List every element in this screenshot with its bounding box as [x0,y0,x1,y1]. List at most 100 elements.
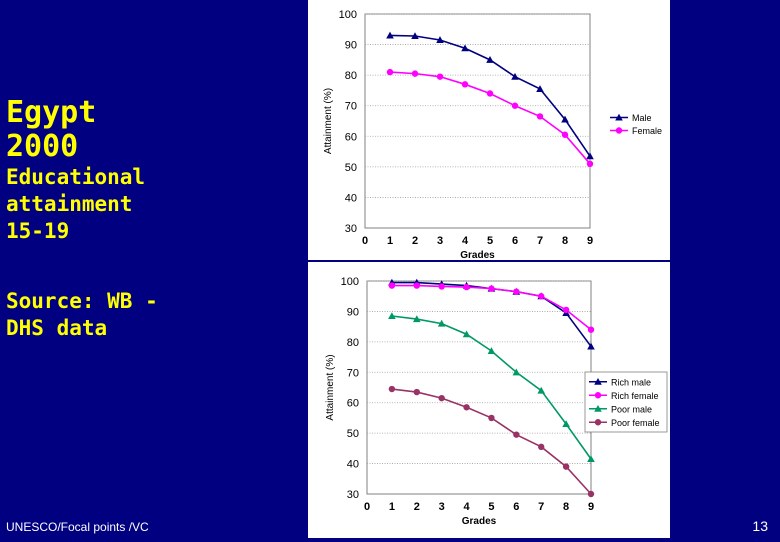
chart1-x-axis-label: Grades [460,250,495,260]
chart1-y-tick-label: 100 [339,9,357,21]
chart2-data-point [388,312,396,320]
chart1-legend-marker [615,127,623,134]
chart2-legend-marker [594,392,602,399]
chart2-data-point [513,431,520,438]
chart1-data-point [436,36,444,44]
chart1-y-tick-label: 90 [345,40,357,52]
chart2-data-point [437,319,446,327]
chart1-x-tick-label: 3 [437,235,443,247]
chart1-y-tick-label: 60 [345,131,357,143]
chart2-data-point [462,330,471,338]
chart2-legend-label: Rich male [611,377,651,387]
chart2-series-poor-male [388,312,595,463]
chart2-y-tick-label: 90 [347,306,359,318]
chart1-x-tick-label: 6 [512,235,518,247]
chart2-series-poor-female [388,385,595,498]
title-year: 2000 [6,129,79,164]
chart2-y-tick-label: 50 [347,428,359,440]
chart1-y-tick-label: 40 [345,192,357,204]
chart2-data-point [587,490,595,498]
chart2-x-tick-label: 0 [364,501,370,513]
chart2-data-point [587,342,595,350]
chart2-legend-label: Poor male [611,404,652,414]
chart2-data-point [413,388,420,396]
chart2-x-tick-label: 7 [538,501,544,513]
chart1-data-point [536,85,544,92]
chart1-x-tick-label: 2 [412,235,418,247]
chart1-legend-label: Male [632,113,652,123]
chart1-data-point [411,70,419,77]
chart2-data-point [412,315,421,323]
chart1-data-point [511,72,519,80]
chart-by-wealth: 30 40 50 60 70 80 90 100 0 1 2 3 4 5 6 7 8 9 Attainment (%… [308,262,670,538]
chart2-data-point [388,282,396,289]
chart2-data-point [438,283,445,290]
chart1-y-tick-label: 70 [345,101,357,113]
chart2-data-point [513,288,520,295]
chart1-legend-label: Female [632,126,662,136]
chart2-data-point [388,385,396,393]
chart2-y-tick-label: 80 [347,337,359,349]
chart2-legend: Rich male Rich female Poor male Poor female [584,371,668,433]
chart1-data-point [511,102,519,109]
chart1-y-tick-label: 30 [345,223,357,235]
chart2-y-tick-label: 70 [347,367,359,379]
slide-title: Egypt 2000 Educational attainment 15-19 [6,96,145,245]
chart1-data-point [486,90,494,97]
chart2-y-axis-label: Attainment (%) [325,354,336,420]
chart2-y-tick-label: 100 [341,276,359,288]
chart2-legend-label: Poor female [611,418,660,428]
chart1-data-point [436,73,444,80]
chart2-legend-marker [594,377,602,385]
chart1-data-point [386,68,394,76]
chart1-data-point [461,81,469,88]
chart1-data-point [586,160,594,167]
chart1-x-tick-label: 4 [462,235,469,247]
chart1-data-point [386,31,394,39]
chart1-data-point [411,32,419,40]
chart2-y-tick-label: 60 [347,398,359,410]
chart2-x-tick-label: 8 [563,501,569,513]
chart2-data-point [562,420,570,428]
chart1-x-tick-label: 9 [587,235,593,247]
subtitle-line-2: attainment [6,192,133,216]
chart1-legend-box [606,108,668,140]
chart1-data-point [461,44,469,52]
chart2-data-point [538,293,545,300]
chart1-y-tick-label: 80 [345,70,357,82]
chart1-x-tick-label: 7 [537,235,543,247]
chart2-data-point [562,463,570,470]
chart1-x-tick-label: 5 [487,235,493,247]
chart2-plot-area [366,280,592,495]
chart2-legend-marker [594,419,602,426]
chart1-data-point [536,113,544,120]
chart2-data-point [487,347,496,355]
source-line-1: Source: WB - [6,289,158,313]
chart2-x-tick-label: 6 [513,501,519,513]
chart1-series-female [386,68,594,167]
chart1-data-point [561,131,569,138]
chart2-data-point [413,282,420,289]
chart2-legend-marker [594,404,602,412]
chart1-y-tick-label: 50 [345,162,357,174]
chart2-y-tick-label: 30 [347,489,359,501]
chart1-x-tick-label: 1 [387,235,393,247]
chart2-data-point [537,386,546,394]
chart1-legend-marker [615,113,623,121]
chart1-plot-area [364,13,591,229]
chart2-x-tick-label: 3 [439,501,445,513]
chart2-x-tick-label: 1 [389,501,395,513]
chart2-x-tick-label: 5 [488,501,494,513]
chart2-x-tick-label: 4 [463,501,470,513]
chart2-data-point [587,455,595,463]
chart-overall: 30 40 50 60 70 80 90 100 0 1 2 3 4 5 6 7 8 9 Attainment (%… [308,0,670,261]
chart1-x-tick-label: 8 [562,235,568,247]
page-number: 13 [752,518,768,534]
chart2-data-point [463,283,470,291]
chart2-x-tick-label: 9 [588,501,594,513]
chart2-data-point [512,368,521,376]
chart1-data-point [486,56,494,63]
chart1-legend: Male Female [606,108,668,140]
chart1-series-male [386,31,594,160]
footer-credit: UNESCO/Focal points /VC [6,520,149,534]
